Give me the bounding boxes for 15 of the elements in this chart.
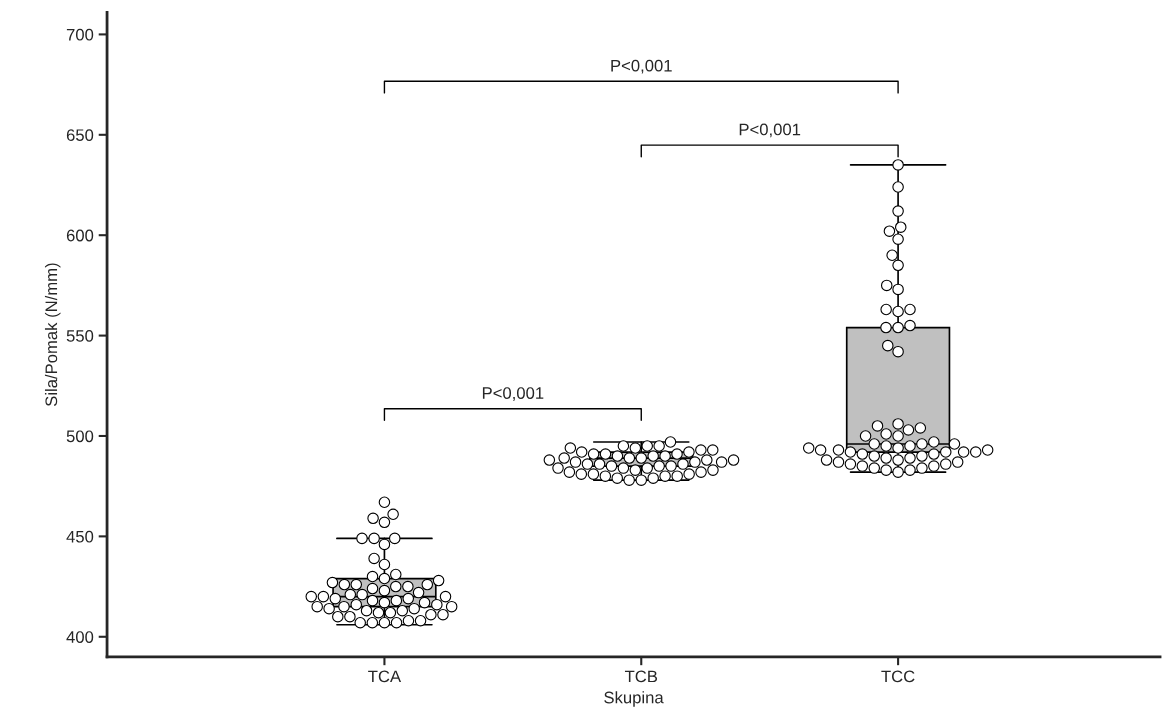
y-tick-label: 450 <box>66 530 94 543</box>
x-axis-title: Skupina <box>604 691 664 707</box>
annotation: P<0,001 <box>482 387 544 401</box>
y-tick-label: 550 <box>66 329 94 342</box>
y-tick-label: 650 <box>66 129 94 142</box>
x-tick-label: TCC <box>881 670 915 683</box>
x-tick-label: TCB <box>624 670 658 683</box>
annotation: P<0,001 <box>611 59 672 74</box>
x-tick-label: TCA <box>368 670 402 683</box>
y-axis-title: Sila/Pomak (N/mm) <box>44 263 61 407</box>
y-tick-label: 700 <box>66 28 94 41</box>
annotation: P<0,001 <box>739 123 801 138</box>
y-tick-label: 400 <box>66 631 94 643</box>
y-tick-label: 600 <box>66 229 94 242</box>
y-tick-label: 500 <box>66 430 94 443</box>
